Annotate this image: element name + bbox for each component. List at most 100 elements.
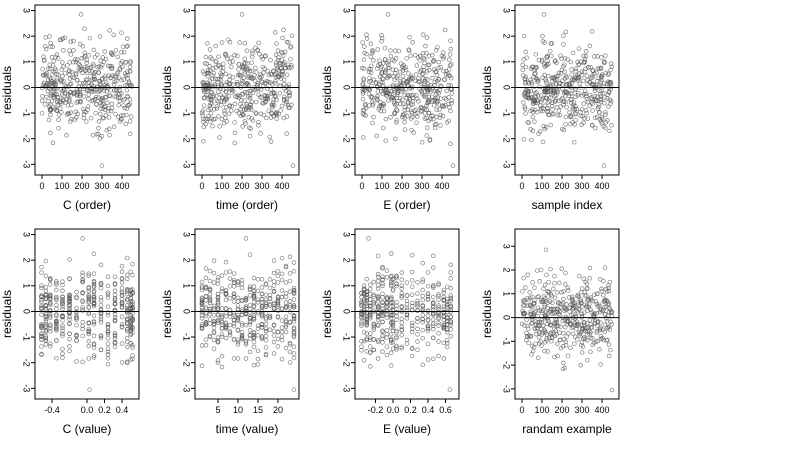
data-point	[600, 90, 606, 96]
data-point	[606, 342, 612, 347]
data-point	[113, 48, 119, 53]
data-point	[74, 332, 79, 338]
data-point	[387, 73, 393, 78]
data-point	[409, 109, 414, 114]
data-point	[361, 315, 367, 320]
data-point	[563, 99, 569, 105]
data-point	[416, 98, 421, 104]
data-point	[552, 281, 557, 286]
data-point	[78, 98, 83, 104]
data-point	[410, 320, 415, 326]
data-point	[232, 140, 238, 146]
data-point	[368, 66, 373, 72]
data-point	[67, 348, 72, 354]
data-point	[410, 292, 415, 297]
data-point	[435, 95, 441, 100]
data-point	[67, 305, 72, 311]
data-point	[436, 65, 441, 71]
x-tick-label: 400	[434, 181, 449, 191]
data-point	[231, 280, 237, 285]
data-point	[394, 273, 399, 279]
data-point	[253, 99, 259, 105]
data-point	[222, 111, 227, 116]
data-point	[538, 99, 544, 105]
data-point	[584, 73, 590, 79]
data-point	[272, 30, 278, 35]
data-point	[407, 85, 413, 91]
data-point	[537, 279, 542, 284]
data-point	[199, 110, 205, 116]
data-point	[603, 286, 609, 292]
x-axis-label: E (value)	[383, 422, 431, 436]
data-point	[267, 313, 273, 319]
data-point	[54, 107, 59, 113]
data-point	[380, 76, 385, 81]
data-point	[64, 133, 69, 138]
data-point	[215, 301, 221, 306]
data-point	[574, 326, 579, 332]
data-point	[440, 113, 446, 119]
data-point	[54, 280, 59, 286]
data-point	[69, 69, 74, 75]
data-point	[291, 304, 297, 310]
data-point	[368, 312, 373, 318]
data-point	[605, 301, 611, 307]
data-point	[92, 96, 98, 102]
data-point	[380, 91, 385, 96]
data-point	[384, 312, 390, 318]
data-point	[532, 285, 537, 290]
data-point	[380, 266, 385, 271]
data-point	[264, 115, 269, 121]
data-point	[548, 48, 553, 54]
data-point	[287, 289, 293, 294]
data-point	[45, 66, 51, 71]
data-point	[83, 53, 88, 59]
data-point	[446, 101, 451, 107]
data-point	[524, 317, 529, 323]
data-point	[404, 341, 410, 346]
data-point	[402, 111, 407, 117]
data-point	[87, 387, 92, 392]
data-point	[603, 112, 608, 117]
data-point	[375, 283, 381, 288]
data-point	[271, 258, 277, 263]
data-point	[585, 298, 590, 303]
data-point	[205, 68, 211, 73]
data-point	[43, 322, 49, 327]
y-tick-label: -2	[502, 135, 512, 143]
data-point	[601, 307, 606, 313]
data-point	[441, 54, 446, 60]
data-point	[261, 112, 267, 118]
data-point	[425, 270, 431, 275]
data-point	[84, 119, 89, 124]
data-point	[412, 108, 417, 113]
x-tick-label: 400	[594, 181, 609, 191]
data-point	[425, 81, 431, 87]
data-point	[535, 77, 541, 82]
data-point	[125, 36, 130, 41]
data-point	[278, 61, 283, 67]
data-point	[119, 263, 125, 269]
data-point	[267, 327, 273, 333]
data-point	[67, 321, 72, 327]
data-point	[394, 330, 399, 335]
data-point	[47, 296, 53, 301]
data-point	[431, 323, 436, 329]
data-point	[360, 96, 366, 102]
data-point	[119, 305, 125, 310]
data-point	[535, 320, 540, 325]
data-point	[403, 67, 409, 73]
data-point	[371, 321, 377, 327]
x-tick-label: 200	[554, 405, 569, 415]
data-point	[53, 54, 58, 60]
data-point	[48, 44, 53, 49]
data-point	[359, 315, 364, 321]
data-point	[433, 91, 439, 96]
data-point	[604, 289, 610, 294]
data-point	[119, 360, 125, 365]
x-tick-label: 200	[234, 181, 249, 191]
data-point	[291, 351, 297, 356]
x-tick-label: 300	[574, 405, 589, 415]
data-point	[95, 65, 100, 70]
